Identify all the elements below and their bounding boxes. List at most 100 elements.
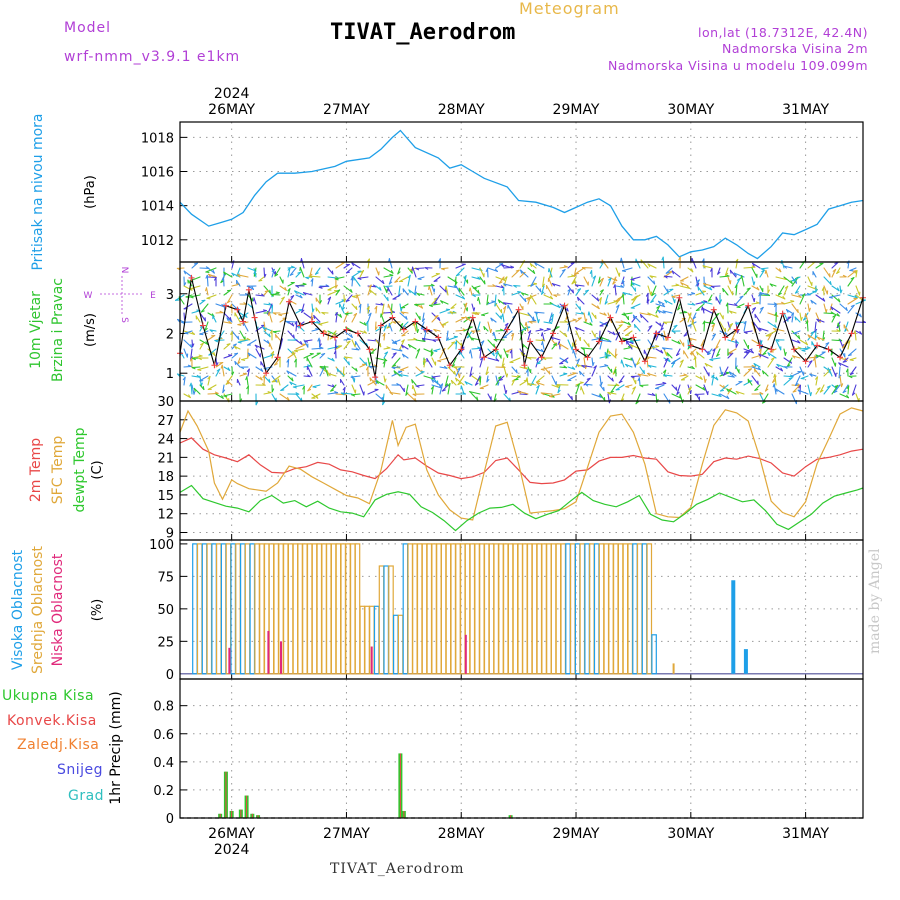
wind-barb [723, 366, 729, 376]
wind-barb-head [307, 364, 312, 367]
wind-speed-marker [504, 326, 511, 333]
wind-barb-head [477, 289, 480, 294]
wind-barb-head [382, 401, 385, 406]
wind-barb-head [729, 269, 732, 274]
wind-barb [703, 321, 715, 325]
wind-barb-head [533, 282, 538, 285]
wind-barb-head [607, 339, 612, 343]
wind-barb [637, 373, 649, 377]
wind-barb-head [574, 326, 578, 331]
wind-barb-head [499, 328, 504, 332]
wind-barb-head [237, 341, 242, 344]
wind-barb [599, 338, 604, 350]
wind-barb-head [342, 386, 346, 391]
wind-barb-head [402, 288, 405, 293]
wind-barb [831, 384, 839, 395]
wind-barb [183, 376, 186, 386]
wind-barb-head [355, 347, 360, 351]
cloud-bars [180, 543, 863, 675]
wind-barb-head [621, 293, 624, 298]
wind-barb-head [758, 292, 761, 297]
wind-barb-head [326, 369, 329, 374]
wind-barb [833, 384, 841, 394]
wind-barb [519, 379, 528, 386]
wind-barb [287, 267, 291, 278]
wind-barb-head [735, 340, 739, 344]
wind-barb-head [571, 395, 573, 401]
wind-barb [399, 276, 409, 283]
wind-barb-head [236, 274, 241, 278]
wind-barb [223, 271, 233, 278]
wind-barb [711, 323, 715, 332]
wind-barb [807, 261, 816, 269]
wind-barb [823, 276, 832, 286]
wind-barb-head [485, 371, 489, 375]
wind-barb [439, 285, 447, 293]
wind-barb-head [540, 368, 545, 371]
wind-barb-head [813, 356, 816, 361]
wind-barb [751, 302, 760, 305]
wind-barb-head [850, 372, 854, 376]
wind-barb-head [227, 367, 231, 371]
wind-barb [487, 339, 496, 348]
wind-barb-head [577, 317, 582, 319]
wind-barb-head [696, 351, 699, 356]
wind-barb-head [216, 368, 221, 372]
wind-speed-marker [366, 346, 373, 353]
wind-barb [359, 303, 362, 314]
wind-barb-head [845, 368, 849, 373]
cloud-ylabel-low: Niska Oblacnost [50, 553, 66, 666]
wind-barb [289, 381, 297, 386]
wind-barb-head [264, 273, 267, 278]
wind-barb-head [365, 361, 368, 366]
wind-barb-head [430, 386, 434, 390]
wind-barb-head [226, 300, 231, 304]
wind-barb-head [847, 354, 852, 357]
wind-barb-head [571, 366, 576, 370]
wind-barb-head [246, 337, 251, 341]
wind-barb-head [251, 297, 254, 302]
wind-barb-head [805, 320, 808, 325]
wind-barb [680, 276, 689, 282]
wind-barb [727, 276, 731, 285]
wind-barb-head [788, 377, 793, 380]
wind-barb [471, 267, 483, 272]
wind-barb [726, 388, 737, 395]
wind-barb-head [704, 363, 708, 367]
wind-barb [610, 384, 617, 394]
wind-barb-head [200, 310, 205, 313]
wind-barb-head [438, 316, 441, 321]
wind-barb-head [657, 309, 661, 314]
wind-barb [799, 339, 808, 346]
y-tick-label: 25 [157, 635, 174, 650]
wind-barb [671, 384, 678, 391]
wind-barb [263, 267, 266, 278]
wind-barb-head [751, 364, 756, 368]
wind-speed-marker [561, 302, 568, 309]
wind-ylabel-2: Brzina i Pravac [50, 278, 66, 382]
wind-barb-head [616, 304, 620, 308]
wind-speed-marker [825, 346, 832, 353]
wind-barb [621, 312, 633, 315]
wind-barb [382, 393, 385, 406]
wind-barb [401, 303, 409, 309]
wind-barb-head [267, 391, 272, 394]
wind-barb [193, 387, 201, 395]
wind-barb-head [368, 365, 373, 369]
wind-barb [191, 355, 203, 359]
wind-barb-head [735, 390, 739, 395]
wind-barb [399, 384, 405, 392]
wind-barb-head [850, 304, 855, 307]
y-tick-label: 3 [166, 288, 174, 303]
wind-barb [687, 312, 692, 323]
wind-barb [271, 268, 275, 278]
wind-barb [335, 261, 346, 269]
wind-barb [292, 351, 297, 359]
wind-barb [383, 351, 389, 359]
wind-barb [274, 334, 281, 341]
wind-barb [620, 393, 625, 402]
wind-barb-head [315, 328, 320, 330]
wind-barb [367, 389, 379, 395]
wind-barb-head [529, 263, 533, 267]
compass-south: S [119, 317, 129, 323]
